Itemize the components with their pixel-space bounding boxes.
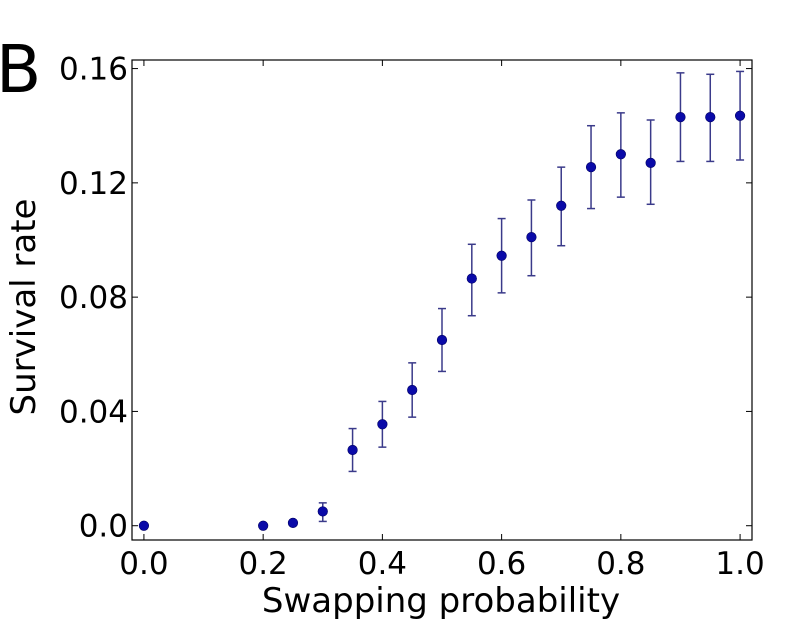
x-tick-label: 0.2 <box>238 546 287 582</box>
x-tick-label: 0.8 <box>596 546 645 582</box>
data-point <box>317 506 328 517</box>
y-axis-title: Survival rate <box>4 199 44 416</box>
data-point <box>496 250 507 261</box>
y-tick-label: 0.04 <box>59 394 128 430</box>
data-point <box>287 517 299 528</box>
axes-frame <box>131 59 753 541</box>
data-point <box>347 444 358 456</box>
x-tick-label: 0.6 <box>477 546 526 582</box>
y-tick-label: 0.0 <box>79 509 128 545</box>
data-point <box>734 110 746 121</box>
data-point <box>258 520 269 531</box>
x-tick-label: 0.4 <box>358 546 407 582</box>
x-axis-title: Swapping probability <box>262 581 620 620</box>
data-point <box>138 520 150 531</box>
data-point <box>377 419 388 430</box>
data-point <box>556 200 567 211</box>
data-point <box>436 334 448 346</box>
y-tick-label: 0.12 <box>59 166 128 202</box>
data-point <box>675 112 686 123</box>
panel-label: B <box>0 31 41 108</box>
data-point <box>526 232 537 243</box>
x-tick-label: 0.0 <box>119 546 168 582</box>
data-point <box>466 273 477 284</box>
data-point <box>705 112 716 123</box>
data-point <box>645 157 656 168</box>
data-point <box>585 162 597 173</box>
plot-area: 0.0 0.2 0.4 0.6 0.8 1.0 0.0 0.04 0.08 0.12 0.16 <box>59 52 765 582</box>
data-point <box>615 149 626 160</box>
data-point <box>407 384 418 396</box>
y-tick-label: 0.08 <box>59 280 128 316</box>
y-tick-label: 0.16 <box>59 52 128 88</box>
x-tick-label: 1.0 <box>715 546 764 582</box>
